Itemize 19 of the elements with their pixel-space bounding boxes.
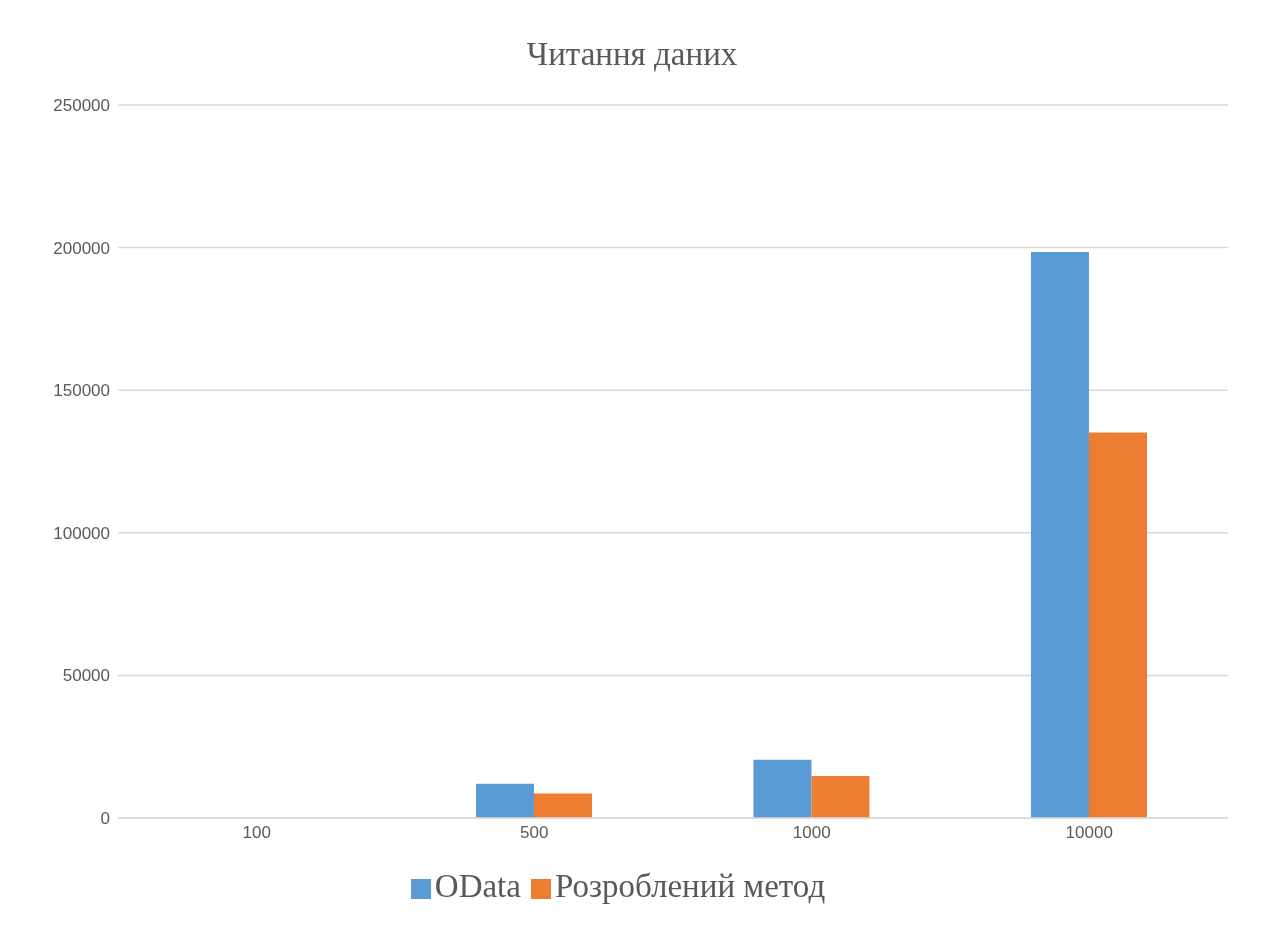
x-tick-label: 10000 — [1065, 823, 1113, 843]
y-tick-label: 200000 — [53, 238, 110, 258]
y-tick-label: 100000 — [53, 523, 110, 543]
legend-label: OData — [434, 868, 521, 904]
bar — [753, 759, 812, 818]
chart-title: Читання даних — [525, 36, 739, 73]
y-tick-label: 50000 — [62, 666, 110, 686]
y-tick-label: 250000 — [53, 96, 110, 116]
x-tick-label: 1000 — [792, 823, 831, 843]
bar — [1030, 251, 1089, 818]
bar — [533, 793, 592, 818]
x-tick-label: 500 — [520, 823, 549, 843]
bar — [1088, 432, 1147, 818]
x-tick-label: 100 — [242, 823, 271, 843]
bar — [475, 783, 534, 818]
y-tick-label: 150000 — [53, 381, 110, 401]
y-tick-label: 0 — [100, 809, 110, 829]
legend-label: Розроблений метод — [554, 868, 826, 904]
bar — [811, 776, 870, 818]
